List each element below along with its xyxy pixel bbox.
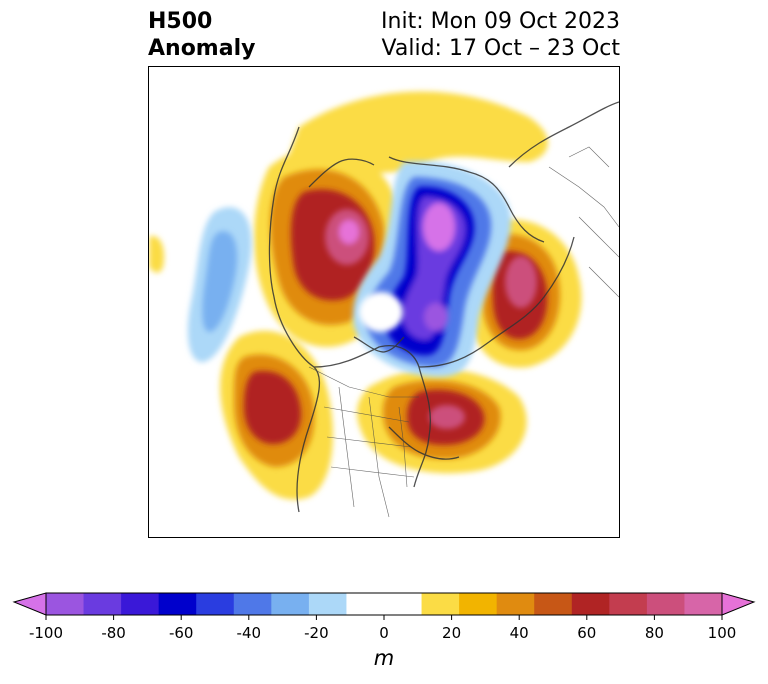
colorbar-segment bbox=[534, 593, 573, 615]
colorbar-max-arrow bbox=[721, 592, 756, 616]
title-variable: H500 bbox=[148, 9, 213, 34]
colorbar-segment bbox=[609, 593, 648, 615]
colorbar-tick-label: 80 bbox=[644, 624, 664, 642]
colorbar-tick-label: 0 bbox=[379, 624, 389, 642]
colorbar-segment bbox=[158, 593, 197, 615]
coastlines bbox=[268, 101, 619, 513]
negative-anomaly-core bbox=[384, 186, 474, 356]
colorbar-tick-label: -40 bbox=[236, 624, 262, 642]
colorbar-unit: m bbox=[373, 646, 395, 670]
colorbar-tick-label: -60 bbox=[168, 624, 194, 642]
colorbar-tick-label: 40 bbox=[509, 624, 529, 642]
title-field-type: Anomaly bbox=[148, 36, 256, 61]
positive-anomaly-peaks bbox=[325, 209, 537, 429]
colorbar-tick-label: -20 bbox=[304, 624, 329, 642]
colorbar-tick-label: 20 bbox=[442, 624, 462, 642]
colorbar-segment bbox=[121, 593, 160, 615]
valid-period: Valid: 17 Oct – 23 Oct bbox=[381, 36, 620, 61]
colorbar-segment bbox=[346, 593, 385, 615]
init-time: Init: Mon 09 Oct 2023 bbox=[381, 9, 620, 34]
title-right: Init: Mon 09 Oct 2023 Valid: 17 Oct – 23… bbox=[381, 8, 620, 62]
colorbar-tick-label: 100 bbox=[707, 624, 737, 642]
map-canvas bbox=[149, 67, 619, 537]
colorbar-segment bbox=[196, 593, 235, 615]
colorbar-segment bbox=[684, 593, 723, 615]
colorbar-segment bbox=[384, 593, 423, 615]
near-zero-region bbox=[359, 292, 403, 332]
colorbar-segments bbox=[46, 593, 723, 615]
colorbar bbox=[12, 592, 756, 620]
colorbar-segment bbox=[496, 593, 535, 615]
colorbar-segment bbox=[646, 593, 685, 615]
colorbar-min-arrow bbox=[12, 592, 47, 616]
colorbar-segment bbox=[459, 593, 498, 615]
colorbar-segment bbox=[83, 593, 122, 615]
colorbar-segment bbox=[421, 593, 460, 615]
colorbar-segment bbox=[233, 593, 272, 615]
colorbar-tick-label: -100 bbox=[28, 624, 64, 642]
colorbar-tick-label: 60 bbox=[577, 624, 597, 642]
colorbar-segment bbox=[271, 593, 310, 615]
colorbar-segment bbox=[46, 593, 85, 615]
title-left: H500 Anomaly bbox=[148, 8, 255, 62]
anomaly-map bbox=[148, 66, 620, 538]
colorbar-segment bbox=[571, 593, 610, 615]
colorbar-segment bbox=[308, 593, 347, 615]
country-borders bbox=[308, 146, 619, 518]
colorbar-tick-label: -80 bbox=[101, 624, 126, 642]
